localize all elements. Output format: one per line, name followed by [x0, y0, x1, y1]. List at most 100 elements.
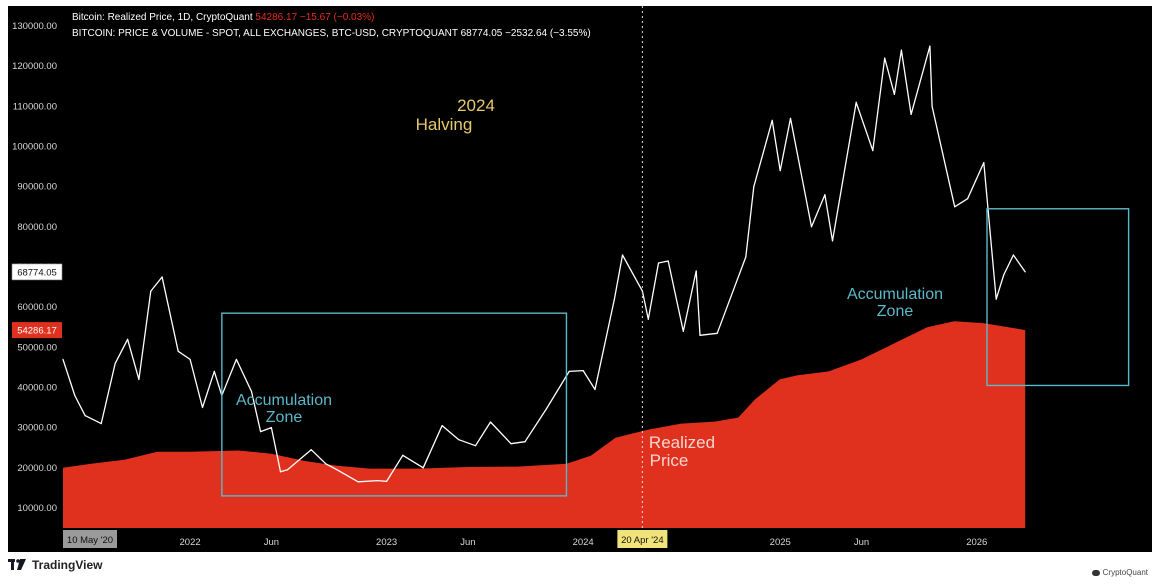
- y-tick-label: 40000.00: [17, 382, 57, 393]
- price-point: [613, 298, 616, 300]
- price-point: [545, 408, 547, 411]
- price-point: [682, 330, 684, 332]
- x-tick-label: 2026: [966, 537, 987, 548]
- price-point: [1024, 271, 1026, 273]
- y-tick-label: 50000.00: [17, 342, 57, 353]
- price-point: [745, 256, 747, 258]
- price-point: [458, 439, 460, 441]
- price-point: [138, 378, 140, 380]
- price-point: [900, 49, 903, 51]
- y-tick-label: 60000.00: [17, 302, 57, 313]
- y-tick-label: 20000.00: [17, 463, 57, 474]
- price-badge-label: 68774.05: [17, 267, 57, 278]
- price-point: [967, 198, 969, 200]
- price-point: [582, 370, 584, 372]
- cryptoquant-text: CryptoQuant: [1102, 568, 1148, 577]
- y-tick-label: 30000.00: [17, 423, 57, 434]
- price-line: [62, 45, 1026, 483]
- price-point: [831, 240, 834, 242]
- price-point: [789, 117, 792, 119]
- price-point: [931, 105, 933, 107]
- price-point: [62, 358, 64, 360]
- price-point: [594, 388, 596, 391]
- accumulation-zones: [221, 208, 1130, 497]
- price-point: [657, 262, 660, 264]
- price-point: [310, 449, 312, 451]
- start-date-badge: [63, 530, 117, 548]
- realized-label-2: Price: [650, 451, 689, 470]
- realized-price-fill: [63, 321, 1026, 528]
- price-point: [127, 338, 129, 340]
- accumulation-zone-box-1: [221, 312, 568, 497]
- x-tick-label: 2024: [573, 537, 594, 548]
- zone2-label-2: Zone: [877, 303, 914, 320]
- realized-label-1: Realized: [649, 433, 715, 452]
- price-point: [810, 226, 813, 228]
- zone1-label-1: Accumulation: [236, 392, 332, 409]
- price-point: [510, 443, 512, 445]
- price-point: [753, 186, 755, 188]
- price-point: [336, 469, 338, 471]
- legend-realized-name: Bitcoin: Realized Price, 1D, CryptoQuant: [72, 12, 253, 23]
- price-point: [402, 454, 404, 456]
- price-point: [1003, 274, 1005, 276]
- price-point: [779, 170, 781, 172]
- price-point: [74, 394, 76, 397]
- y-tick-label: 110000.00: [13, 101, 57, 112]
- price-point: [872, 150, 874, 152]
- tradingview-text: TradingView: [32, 558, 103, 572]
- price-point: [855, 101, 857, 103]
- x-tick-label: Jun: [264, 537, 279, 548]
- x-tick-label: Jun: [854, 537, 869, 548]
- x-axis: 2022 Jun 2023 Jun 2024 2025 Jun 2026 10 May '20 2…: [8, 528, 1152, 552]
- price-point: [150, 290, 152, 292]
- zone1-label-2: Zone: [266, 409, 303, 426]
- price-point: [699, 334, 701, 336]
- zone2-label-1: Accumulation: [847, 286, 943, 303]
- price-point: [995, 298, 997, 300]
- price-point: [568, 370, 570, 372]
- legend-price-value: 68774.05 −2532.64 (−3.55%): [460, 28, 591, 39]
- price-point: [422, 467, 424, 469]
- price-point: [386, 480, 388, 482]
- price-point: [983, 162, 985, 164]
- tradingview-logo[interactable]: TradingView: [8, 558, 102, 572]
- price-point: [524, 441, 526, 443]
- price-point: [250, 390, 253, 393]
- chart-annotations: 2024 Halving Accumulation Zone Accumulat…: [236, 96, 943, 470]
- x-tick-label: 2025: [770, 537, 791, 548]
- price-point: [474, 445, 477, 447]
- price-point: [100, 423, 102, 425]
- price-point: [1012, 254, 1015, 256]
- y-tick-label: 100000.00: [12, 142, 57, 153]
- realized-price-area: [63, 321, 1026, 528]
- cryptoquant-icon: [1091, 569, 1100, 576]
- price-point: [270, 427, 272, 429]
- price-point: [357, 481, 359, 483]
- price-point: [114, 362, 116, 364]
- price-point: [667, 260, 669, 262]
- price-point: [279, 471, 282, 473]
- tradingview-icon: [8, 559, 26, 570]
- start-date-label: 10 May '20: [67, 535, 113, 546]
- price-point: [84, 415, 86, 417]
- y-tick-label: 90000.00: [17, 182, 57, 193]
- halving-label-text: Halving: [416, 115, 473, 134]
- price-point: [695, 270, 697, 272]
- price-point: [201, 406, 204, 409]
- y-tick-label: 80000.00: [17, 222, 57, 233]
- realized-badge: [12, 322, 62, 339]
- y-tick-label: 130000.00: [12, 21, 57, 32]
- halving-date-badge: [617, 530, 668, 548]
- price-point: [954, 206, 956, 208]
- x-tick-label: 2022: [180, 537, 201, 548]
- y-tick-label: 120000.00: [12, 61, 57, 72]
- legend-realized: Bitcoin: Realized Price, 1D, CryptoQuant…: [72, 12, 374, 23]
- y-tick-label: 10000.00: [17, 503, 57, 514]
- price-point: [929, 45, 931, 47]
- price-point: [189, 358, 191, 360]
- price-point: [286, 469, 289, 471]
- price-point: [716, 332, 718, 334]
- cryptoquant-logo: CryptoQuant: [1091, 568, 1148, 577]
- realized-badge-label: 54286.17: [17, 326, 57, 337]
